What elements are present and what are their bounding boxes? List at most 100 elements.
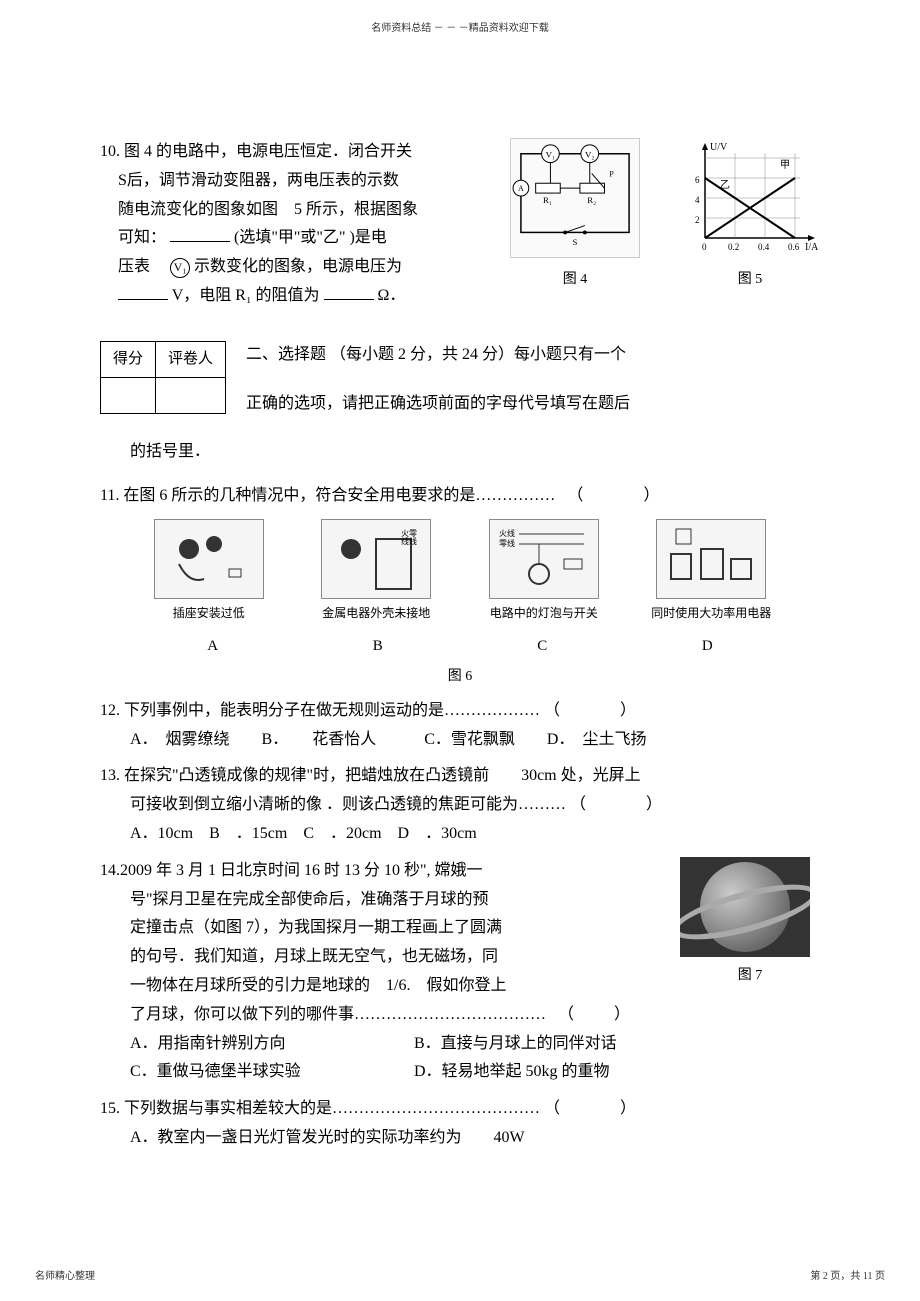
q13-line2: 可接收到倒立缩小清晰的像 ．则该凸透镜的焦距可能为……… （）: [130, 791, 820, 820]
circuit-diagram-icon: V₁ V₂ R₁ R₂ P A S: [510, 138, 640, 258]
q14-opt-d: D．轻易地举起 50kg 的重物: [414, 1063, 610, 1080]
q11-caption-c: 电路中的灯泡与开关: [474, 603, 614, 625]
question-12: 12. 下列事例中，能表明分子在做无规则运动的是……………… （） A． 烟雾缭…: [100, 697, 820, 755]
fig6-label: 图 6: [100, 664, 820, 689]
q13-line1: 13. 在探究"凸透镜成像的规律"时，把蜡烛放在凸透镜前 30cm 处，光屏上: [100, 762, 820, 791]
q11-stem: 11. 在图 6 所示的几种情况中，符合安全用电要求的是……………: [100, 487, 555, 504]
section-2-header: 得分 评卷人 二、选择题 （每小题 2 分，共 24 分）每小题只有一个 正确的…: [100, 331, 820, 419]
fig5-label: 图 5: [680, 267, 820, 292]
q14-opt-a: A．用指南针辨别方向: [130, 1030, 410, 1059]
q11-caption-a: 插座安装过低: [139, 603, 279, 625]
q14-line1: 14.2009 年 3 月 1 日北京时间 16 时 13 分 10 秒", 嫦…: [100, 857, 665, 886]
q14-l6: 了月球，你可以做下列的哪件事………………………………: [130, 1006, 546, 1023]
q10-line3: 随电流变化的图象如图 5 所示，根据图象: [118, 196, 490, 225]
q13-l2: 可接收到倒立缩小清晰的像 ．则该凸透镜的焦距可能为………: [130, 796, 566, 813]
score-cell-1: [101, 377, 156, 413]
q14-line5: 一物体在月球所受的引力是地球的 1/6. 假如你登上: [130, 972, 665, 1001]
q11-label-b: B: [373, 633, 383, 660]
q12-stem: 12. 下列事例中，能表明分子在做无规则运动的是………………: [100, 702, 540, 719]
q10-l6a: V，电阻 R₁ 的阻值为: [172, 287, 320, 304]
svg-text:0.4: 0.4: [758, 242, 770, 252]
fig4-label: 图 4: [510, 267, 640, 292]
question-11: 11. 在图 6 所示的几种情况中，符合安全用电要求的是…………… （） 插座安…: [100, 482, 820, 689]
score-header-1: 得分: [101, 341, 156, 377]
q10-line4: 可知： (选填"甲"或"乙" )是电: [118, 224, 490, 253]
planet-image-icon: [680, 857, 810, 957]
q10-line6: V，电阻 R₁ 的阻值为 Ω．: [118, 282, 490, 311]
q10-figures: V₁ V₂ R₁ R₂ P A S: [510, 138, 820, 292]
q13-options: A．10cm B ．15cm C ．20cm D ．30cm: [130, 820, 820, 849]
q11-label-d: D: [702, 633, 713, 660]
q12-text: 12. 下列事例中，能表明分子在做无规则运动的是……………… （）: [100, 697, 820, 726]
svg-text:2: 2: [695, 215, 700, 225]
q11-img-d-icon: [656, 519, 766, 599]
score-header-2: 评卷人: [156, 341, 226, 377]
question-14: 14.2009 年 3 月 1 日北京时间 16 时 13 分 10 秒", 嫦…: [100, 857, 820, 1087]
q11-label-a: A: [207, 633, 218, 660]
svg-text:S: S: [573, 237, 578, 247]
q12-options: A． 烟雾缭绕 B． 花香怡人 C．雪花飘飘 D． 尘土飞扬: [130, 726, 820, 755]
page-footer: 名师精心整理 第 2 页，共 11 页: [35, 1268, 885, 1286]
q14-line2: 号"探月卫星在完成全部使命后，准确落于月球的预: [130, 886, 665, 915]
svg-text:甲: 甲: [780, 160, 790, 171]
svg-text:线线: 线线: [401, 536, 417, 546]
page-header: 名师资料总结 － － －精品资料欢迎下载: [100, 20, 820, 38]
q10-l4a: 可知：: [118, 229, 166, 246]
q10-line1: 10. 图 4 的电路中，电源电压恒定．闭合开关: [100, 138, 490, 167]
figure-5: U/V I/A 2 4 6 0 0.2 0.4 0.6: [680, 138, 820, 292]
q11-caption-b: 金属电器外壳未接地: [306, 603, 446, 625]
q14-options-row2: C．重做马德堡半球实验 D．轻易地举起 50kg 的重物: [130, 1058, 820, 1087]
q14-text: 14.2009 年 3 月 1 日北京时间 16 时 13 分 10 秒", 嫦…: [100, 857, 665, 1001]
q14-line6: 了月球，你可以做下列的哪件事……………………………… （）: [130, 1001, 820, 1030]
q14-opt-b: B．直接与月球上的同伴对话: [414, 1035, 617, 1052]
chart-icon: U/V I/A 2 4 6 0 0.2 0.4 0.6: [680, 138, 820, 258]
q15-opt-a: A．教室内一盏日光灯管发光时的实际功率约为 40W: [130, 1124, 820, 1153]
blank-3: [324, 282, 374, 300]
blank-1: [170, 224, 230, 242]
svg-text:0: 0: [702, 242, 707, 252]
q10-l5b: 示数变化的图象，电源电压为: [194, 258, 402, 275]
q11-item-b: 火零线线 金属电器外壳未接地: [306, 519, 446, 625]
q11-text: 11. 在图 6 所示的几种情况中，符合安全用电要求的是…………… （）: [100, 482, 820, 511]
question-10: 10. 图 4 的电路中，电源电压恒定．闭合开关 S后，调节滑动变阻器，两电压表…: [100, 138, 820, 311]
svg-text:火线: 火线: [499, 528, 515, 538]
section-title-line3: 的括号里．: [130, 438, 820, 467]
question-15: 15. 下列数据与事实相差较大的是………………………………… （） A．教室内一…: [100, 1095, 820, 1153]
svg-text:0.6: 0.6: [788, 242, 800, 252]
q14-line4: 的句号．我们知道，月球上既无空气，也无磁场，同: [130, 943, 665, 972]
fig7-label: 图 7: [680, 963, 820, 988]
q11-img-c-icon: 火线零线: [489, 519, 599, 599]
q11-caption-d: 同时使用大功率用电器: [641, 603, 781, 625]
svg-text:P: P: [609, 169, 614, 178]
circle-v1: V₁: [170, 258, 190, 278]
q11-label-c: C: [537, 633, 547, 660]
svg-text:U/V: U/V: [710, 142, 728, 153]
svg-text:6: 6: [695, 175, 700, 185]
figure-4: V₁ V₂ R₁ R₂ P A S: [510, 138, 640, 292]
svg-text:4: 4: [695, 195, 700, 205]
footer-left: 名师精心整理: [35, 1268, 95, 1286]
score-table: 得分 评卷人: [100, 341, 226, 414]
q15-stem: 15. 下列数据与事实相差较大的是…………………………………: [100, 1100, 540, 1117]
q10-l4b: (选填"甲"或"乙" )是电: [234, 229, 387, 246]
blank-2: [118, 282, 168, 300]
svg-text:R₂: R₂: [587, 195, 596, 205]
footer-right: 第 2 页，共 11 页: [810, 1268, 885, 1286]
q11-images: 插座安装过低 火零线线 金属电器外壳未接地 火线零线 电路中的灯泡与开关 同时使…: [130, 519, 790, 625]
score-cell-2: [156, 377, 226, 413]
q10-line5: 压表 V₁ 示数变化的图象，电源电压为: [118, 253, 490, 282]
q10-l5a: 压表: [118, 258, 150, 275]
svg-text:乙: 乙: [720, 179, 730, 191]
q11-img-a-icon: [154, 519, 264, 599]
svg-text:0.2: 0.2: [728, 242, 739, 252]
svg-text:V₁: V₁: [546, 150, 555, 160]
svg-text:A: A: [518, 184, 524, 193]
q11-labels: A B C D: [130, 633, 790, 660]
q11-item-d: 同时使用大功率用电器: [641, 519, 781, 625]
q11-item-c: 火线零线 电路中的灯泡与开关: [474, 519, 614, 625]
svg-text:I/A: I/A: [805, 242, 819, 253]
q14-opt-c: C．重做马德堡半球实验: [130, 1058, 410, 1087]
svg-text:R₁: R₁: [543, 195, 552, 205]
q14-options-row1: A．用指南针辨别方向 B．直接与月球上的同伴对话: [130, 1030, 820, 1059]
svg-text:零线: 零线: [499, 538, 515, 548]
